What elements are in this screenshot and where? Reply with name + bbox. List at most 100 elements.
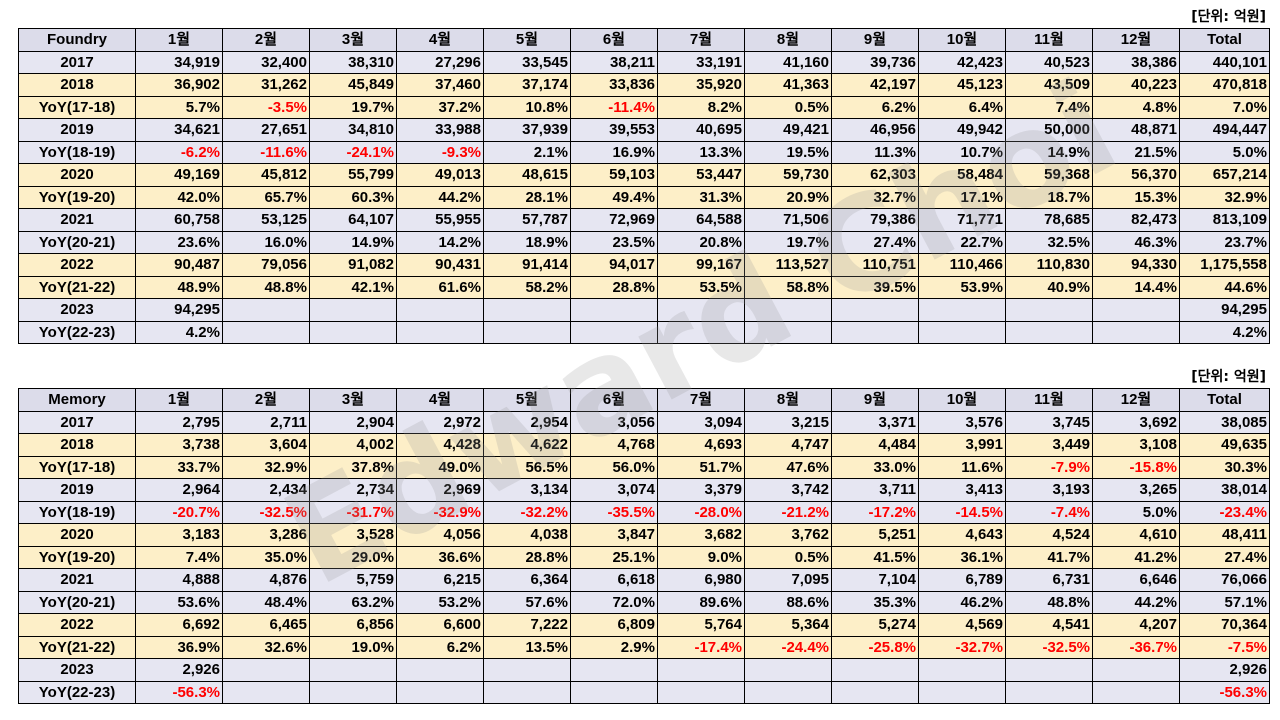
month-cell: 37.2%: [396, 95, 484, 119]
yoy-row: YoY(17-18) 33.7% 32.9% 37.8% 49.0% 56.5% 56.0%…: [18, 455, 1270, 479]
month-cell: [222, 298, 310, 322]
month-cell: 58.2%: [483, 275, 571, 299]
month-cell: [1092, 298, 1180, 322]
row-label: YoY(17-18): [18, 455, 136, 479]
row-label: 2023: [18, 298, 136, 322]
month-cell: [1005, 298, 1093, 322]
month-cell: 45,123: [918, 73, 1006, 97]
unit-label-memory: [단위: 억원]: [1191, 369, 1266, 385]
total-cell: -56.3%: [1179, 680, 1270, 704]
month-cell: 17.1%: [918, 185, 1006, 209]
month-cell: 41,160: [744, 50, 832, 74]
month-cell: 3,371: [831, 410, 919, 434]
month-cell: 22.7%: [918, 230, 1006, 254]
month-cell: 4,888: [135, 568, 223, 592]
month-cell: -9.3%: [396, 140, 484, 164]
month-cell: 38,386: [1092, 50, 1180, 74]
year-row: 2017 2,795 2,711 2,904 2,972 2,954 3,056 3,094 3…: [18, 410, 1270, 434]
month-cell: -3.5%: [222, 95, 310, 119]
month-cell: 59,103: [570, 163, 658, 187]
month-cell: 41,363: [744, 73, 832, 97]
month-cell: 3,528: [309, 523, 397, 547]
total-cell: 49,635: [1179, 433, 1270, 457]
month-cell: 3,134: [483, 478, 571, 502]
header-row: Memory 1월 2월 3월 4월 5월 6월 7월 8월 9월 10월 11월 12월 Total: [18, 388, 1270, 412]
row-label: 2020: [18, 163, 136, 187]
month-cell: 3,738: [135, 433, 223, 457]
month-cell: 11.3%: [831, 140, 919, 164]
row-label: 2018: [18, 73, 136, 97]
month-cell: 58.8%: [744, 275, 832, 299]
month-cell: 51.7%: [657, 455, 745, 479]
yoy-row: YoY(20-21) 53.6% 48.4% 63.2% 53.2% 57.6% 72.0%…: [18, 590, 1270, 614]
month-cell: 49.4%: [570, 185, 658, 209]
month-cell: [918, 298, 1006, 322]
month-cell: 46.2%: [918, 590, 1006, 614]
month-cell: 3,108: [1092, 433, 1180, 457]
month-cell: 23.6%: [135, 230, 223, 254]
column-header: 3월: [309, 388, 397, 412]
month-cell: -15.8%: [1092, 455, 1180, 479]
month-cell: 5.7%: [135, 95, 223, 119]
month-cell: 4,002: [309, 433, 397, 457]
month-cell: 42.1%: [309, 275, 397, 299]
month-cell: 65.7%: [222, 185, 310, 209]
month-cell: 14.2%: [396, 230, 484, 254]
month-cell: 2,734: [309, 478, 397, 502]
month-cell: 5,274: [831, 613, 919, 637]
month-cell: 32.5%: [1005, 230, 1093, 254]
month-cell: 3,742: [744, 478, 832, 502]
month-cell: 27,651: [222, 118, 310, 142]
month-cell: [1092, 680, 1180, 704]
year-row: 2020 3,183 3,286 3,528 4,056 4,038 3,847 3,682 3…: [18, 523, 1270, 547]
month-cell: 46.3%: [1092, 230, 1180, 254]
year-row: 2022 90,487 79,056 91,082 90,431 91,414 94,017…: [18, 253, 1270, 277]
month-cell: [570, 298, 658, 322]
total-cell: 48,411: [1179, 523, 1270, 547]
month-cell: 57,787: [483, 208, 571, 232]
column-header: 1월: [135, 388, 223, 412]
month-cell: 48.4%: [222, 590, 310, 614]
total-cell: 27.4%: [1179, 545, 1270, 569]
total-cell: 32.9%: [1179, 185, 1270, 209]
month-cell: [222, 320, 310, 344]
month-cell: 49,013: [396, 163, 484, 187]
column-header: 8월: [744, 28, 832, 52]
month-cell: -21.2%: [744, 500, 832, 524]
month-cell: [918, 658, 1006, 682]
month-cell: 6,809: [570, 613, 658, 637]
month-cell: 91,414: [483, 253, 571, 277]
column-header: 8월: [744, 388, 832, 412]
month-cell: 9.0%: [657, 545, 745, 569]
month-cell: 3,847: [570, 523, 658, 547]
row-label: 2019: [18, 118, 136, 142]
month-cell: 56.0%: [570, 455, 658, 479]
year-row: 2021 4,888 4,876 5,759 6,215 6,364 6,618 6,980 7…: [18, 568, 1270, 592]
row-label: YoY(18-19): [18, 140, 136, 164]
month-cell: 47.6%: [744, 455, 832, 479]
month-cell: -17.4%: [657, 635, 745, 659]
yoy-row: YoY(18-19) -20.7% -32.5% -31.7% -32.9% -32.2%…: [18, 500, 1270, 524]
month-cell: 55,955: [396, 208, 484, 232]
row-label: 2017: [18, 410, 136, 434]
month-cell: 56.5%: [483, 455, 571, 479]
column-header: 4월: [396, 388, 484, 412]
total-cell: 440,101: [1179, 50, 1270, 74]
month-cell: 71,771: [918, 208, 1006, 232]
month-cell: 27.4%: [831, 230, 919, 254]
yoy-row: YoY(17-18) 5.7% -3.5% 19.7% 37.2% 10.8% -11.4%…: [18, 95, 1270, 119]
month-cell: 40.9%: [1005, 275, 1093, 299]
month-cell: 3,379: [657, 478, 745, 502]
month-cell: 4,038: [483, 523, 571, 547]
month-cell: 6,646: [1092, 568, 1180, 592]
column-header: Total: [1179, 28, 1270, 52]
column-header: 2월: [222, 388, 310, 412]
month-cell: 7.4%: [1005, 95, 1093, 119]
month-cell: 33,988: [396, 118, 484, 142]
total-cell: -23.4%: [1179, 500, 1270, 524]
month-cell: 6,692: [135, 613, 223, 637]
year-row: 2023 94,295 94,295: [18, 298, 1270, 322]
month-cell: -31.7%: [309, 500, 397, 524]
month-cell: 3,449: [1005, 433, 1093, 457]
month-cell: 31.3%: [657, 185, 745, 209]
